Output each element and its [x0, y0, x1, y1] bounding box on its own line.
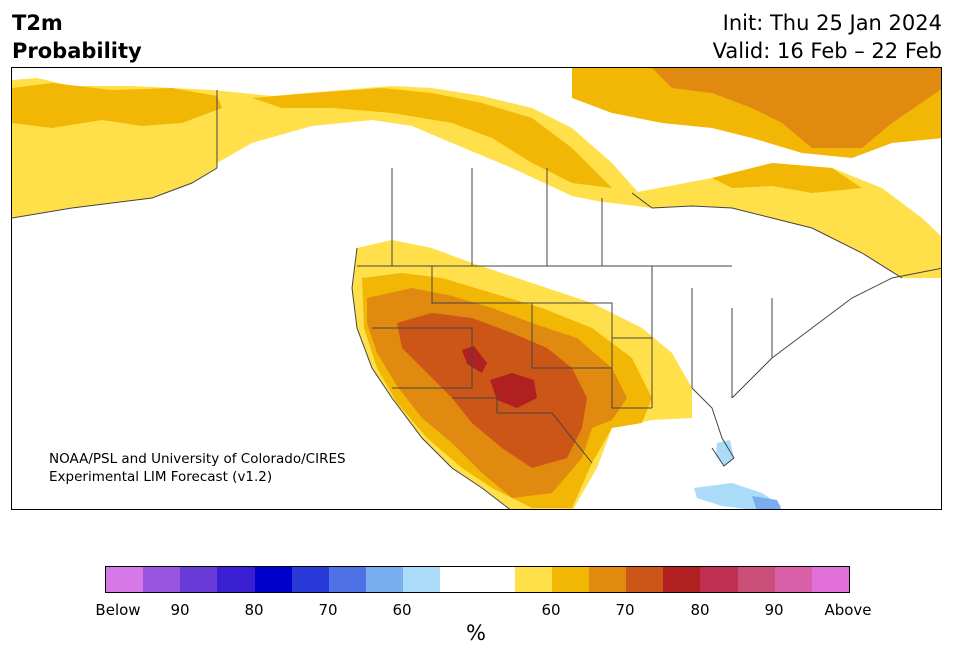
colorbar-segment: [403, 567, 441, 592]
colorbar-tick-label: Below: [95, 601, 141, 619]
colorbar-segment: [217, 567, 255, 592]
north-america-map: [12, 68, 941, 509]
colorbar-segment: [737, 567, 775, 592]
title-variable: T2m: [12, 11, 63, 35]
colorbar-segment: [589, 567, 627, 592]
region-canada-white-gap: [217, 120, 652, 228]
region-southwest-above-80-a: [462, 346, 487, 373]
colorbar-segment: [180, 567, 218, 592]
colorbar-tick-label: 60: [392, 601, 412, 619]
colorbar-tick-label: 80: [690, 601, 710, 619]
region-florida-below-60: [716, 440, 734, 466]
region-southwest-above-80-b: [490, 373, 537, 408]
map-panel: [11, 67, 942, 510]
region-greenland-above-70: [652, 68, 941, 148]
colorbar-segment: [106, 567, 144, 592]
title-quantity: Probability: [12, 39, 142, 63]
colorbar-unit-label: %: [466, 621, 486, 645]
colorbar-segment: [663, 567, 701, 592]
region-hudson-above-65: [712, 163, 862, 193]
region-alaska-above-65: [12, 83, 222, 128]
colorbar-segment: [254, 567, 292, 592]
country-state-outlines: [12, 90, 941, 509]
colorbar-segment: [440, 567, 515, 592]
map-title: T2m Probability: [12, 9, 142, 65]
colorbar-tick-label: 60: [541, 601, 561, 619]
colorbar-segment: [366, 567, 404, 592]
colorbar-segment: [514, 567, 552, 592]
colorbar-segment: [551, 567, 590, 592]
colorbar-segment: [774, 567, 812, 592]
colorbar: [105, 566, 850, 593]
colorbar-segment: [328, 567, 367, 592]
forecast-dates: Init: Thu 25 Jan 2024 Valid: 16 Feb – 22…: [713, 9, 942, 65]
colorbar-tick-label: Above: [824, 601, 872, 619]
colorbar-tick-label: 70: [318, 601, 338, 619]
colorbar-tick-label: 80: [244, 601, 264, 619]
colorbar-segment: [626, 567, 664, 592]
region-north-canada-above-65: [252, 88, 612, 188]
valid-dates: Valid: 16 Feb – 22 Feb: [712, 39, 942, 63]
colorbar-tick-label: 70: [615, 601, 635, 619]
region-cuba-below-65: [752, 496, 782, 509]
credit-line-1: NOAA/PSL and University of Colorado/CIRE…: [49, 451, 346, 467]
colorbar-segment: [700, 567, 738, 592]
probability-shading: [12, 68, 941, 509]
region-quebec-above-60: [632, 163, 941, 278]
colorbar-segment: [811, 567, 850, 592]
credit-line-2: Experimental LIM Forecast (v1.2): [49, 469, 273, 485]
region-southwest-above-75: [397, 313, 587, 468]
init-date: Init: Thu 25 Jan 2024: [722, 11, 942, 35]
colorbar-tick-label: 90: [170, 601, 190, 619]
colorbar-segment: [291, 567, 329, 592]
data-credit: NOAA/PSL and University of Colorado/CIRE…: [49, 450, 346, 486]
colorbar-tick-label: 90: [764, 601, 784, 619]
colorbar-segment: [143, 567, 181, 592]
